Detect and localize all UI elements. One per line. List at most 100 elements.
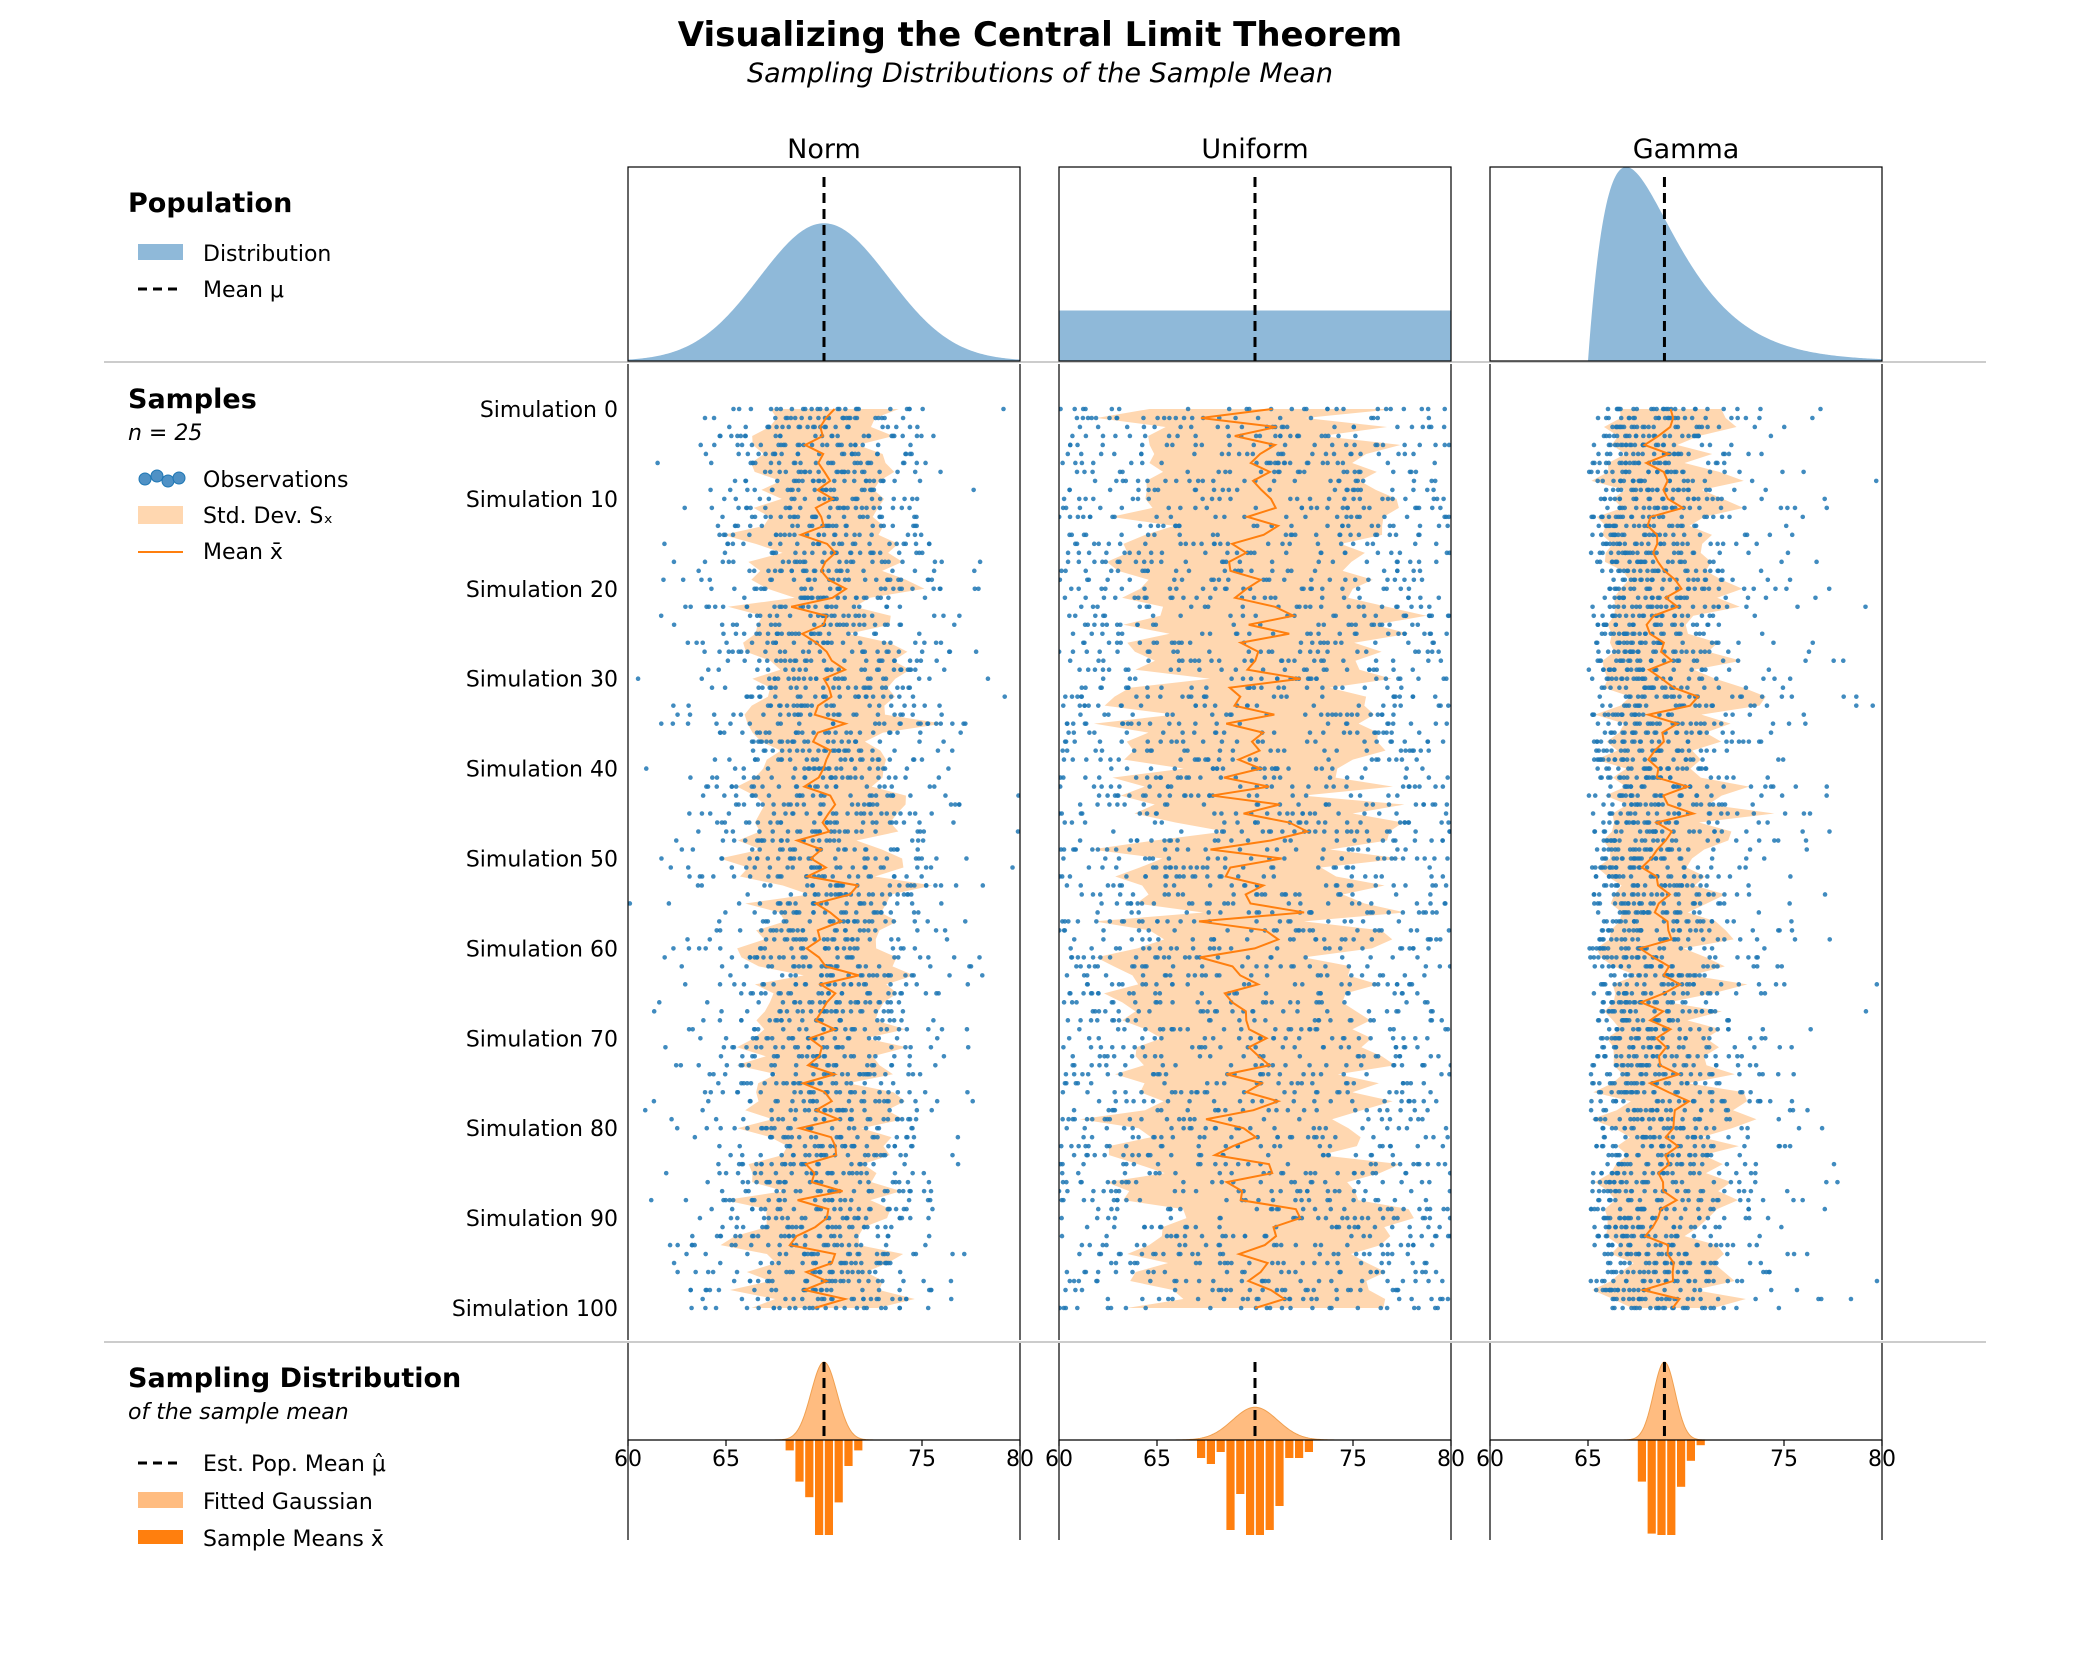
observation-dot [776,1260,781,1266]
observation-dot [841,1278,846,1284]
observation-dot [1325,460,1330,466]
observation-dot [1380,1251,1386,1257]
observation-dot [830,811,836,816]
observation-dot [767,613,773,619]
observation-dot [768,622,774,628]
observation-dot [1299,586,1305,592]
observation-dot [1155,415,1160,421]
observation-dot [880,1278,885,1284]
observation-dot [1195,1251,1201,1257]
observation-dot [875,1278,881,1284]
observation-dot [758,1044,764,1050]
observation-dot [1425,406,1431,412]
observation-dot [721,496,727,502]
observation-dot [1414,928,1420,933]
observation-dot [1349,451,1354,457]
panel-title: Norm [787,134,861,165]
observation-dot [739,442,745,448]
observation-dot [1307,964,1313,969]
observation-dot [874,802,880,807]
observation-dot [842,595,848,601]
observation-dot [709,586,714,592]
observation-dot [1416,730,1422,735]
observation-dot [765,1242,771,1248]
observation-dot [946,766,951,771]
observation-dot [1119,883,1125,888]
observation-dot [1288,838,1293,843]
observation-dot [742,838,748,843]
observation-dot [1139,901,1145,906]
observation-dot [788,415,794,421]
observation-dot [1112,1089,1117,1095]
observation-dot [1095,604,1100,610]
observation-dot [1386,910,1391,915]
observation-dot [797,505,803,511]
observation-dot [748,1080,754,1086]
observation-dot [661,577,666,583]
observation-dot [854,1233,859,1239]
observation-dot [1398,703,1403,708]
observation-dot [892,1143,898,1149]
observation-dot [1154,811,1159,816]
observation-dot [682,505,687,511]
observation-dot [890,523,896,529]
observation-dot [1153,865,1159,870]
observation-dot [1295,1080,1301,1086]
observation-dot [1105,1116,1110,1122]
observation-dot [867,478,873,484]
observation-dot [869,613,875,619]
simulation-tick-label: Simulation 30 [466,668,618,693]
observation-dot [1100,865,1105,870]
observation-dot [1344,865,1349,870]
observation-dot [1410,694,1416,699]
observation-dot [1060,460,1065,466]
observation-dot [778,541,783,547]
observation-dot [1211,478,1216,484]
observation-dot [1408,1080,1414,1086]
observation-dot [1168,1233,1174,1239]
observation-dot [786,559,792,565]
observation-dot [1107,487,1113,493]
observation-dot [1390,1152,1396,1158]
observation-dot [1154,514,1159,520]
observation-dot [1152,532,1157,538]
observation-dot [1095,802,1100,807]
observation-dot [1115,793,1121,798]
observation-dot [1116,982,1122,987]
observation-dot [917,829,923,834]
observation-dot [861,1296,866,1302]
observation-dot [947,649,953,655]
observation-dot [802,739,807,744]
observation-dot [921,1188,927,1194]
observation-dot [1106,640,1112,646]
observation-dot [1187,1098,1192,1104]
observation-dot [836,685,842,690]
observation-dot [1152,424,1157,430]
observation-dot [785,901,791,906]
observation-dot [1320,1044,1326,1050]
observation-dot [910,586,915,592]
observation-dot [1427,604,1432,610]
observation-dot [1168,1215,1174,1221]
observation-dot [741,1080,747,1086]
observation-dot [1387,622,1392,628]
observation-dot [1207,946,1213,951]
observation-dot [1446,820,1451,825]
observation-dot [894,1134,900,1140]
observation-dot [841,982,846,987]
observation-dot [856,982,862,987]
observation-dot [1163,478,1168,484]
observation-dot [1185,1027,1191,1032]
observation-dot [761,712,766,717]
observation-dot [1295,1000,1301,1005]
observation-dot [765,667,771,673]
observation-dot [782,1161,788,1167]
observation-dot [1331,1251,1337,1257]
observation-dot [834,1000,840,1005]
observation-dot [1191,919,1197,924]
observation-dot [1061,496,1067,502]
observation-dot [857,928,863,933]
observation-dot [1230,748,1236,753]
observation-dot [853,739,859,744]
observation-dot [888,910,894,915]
